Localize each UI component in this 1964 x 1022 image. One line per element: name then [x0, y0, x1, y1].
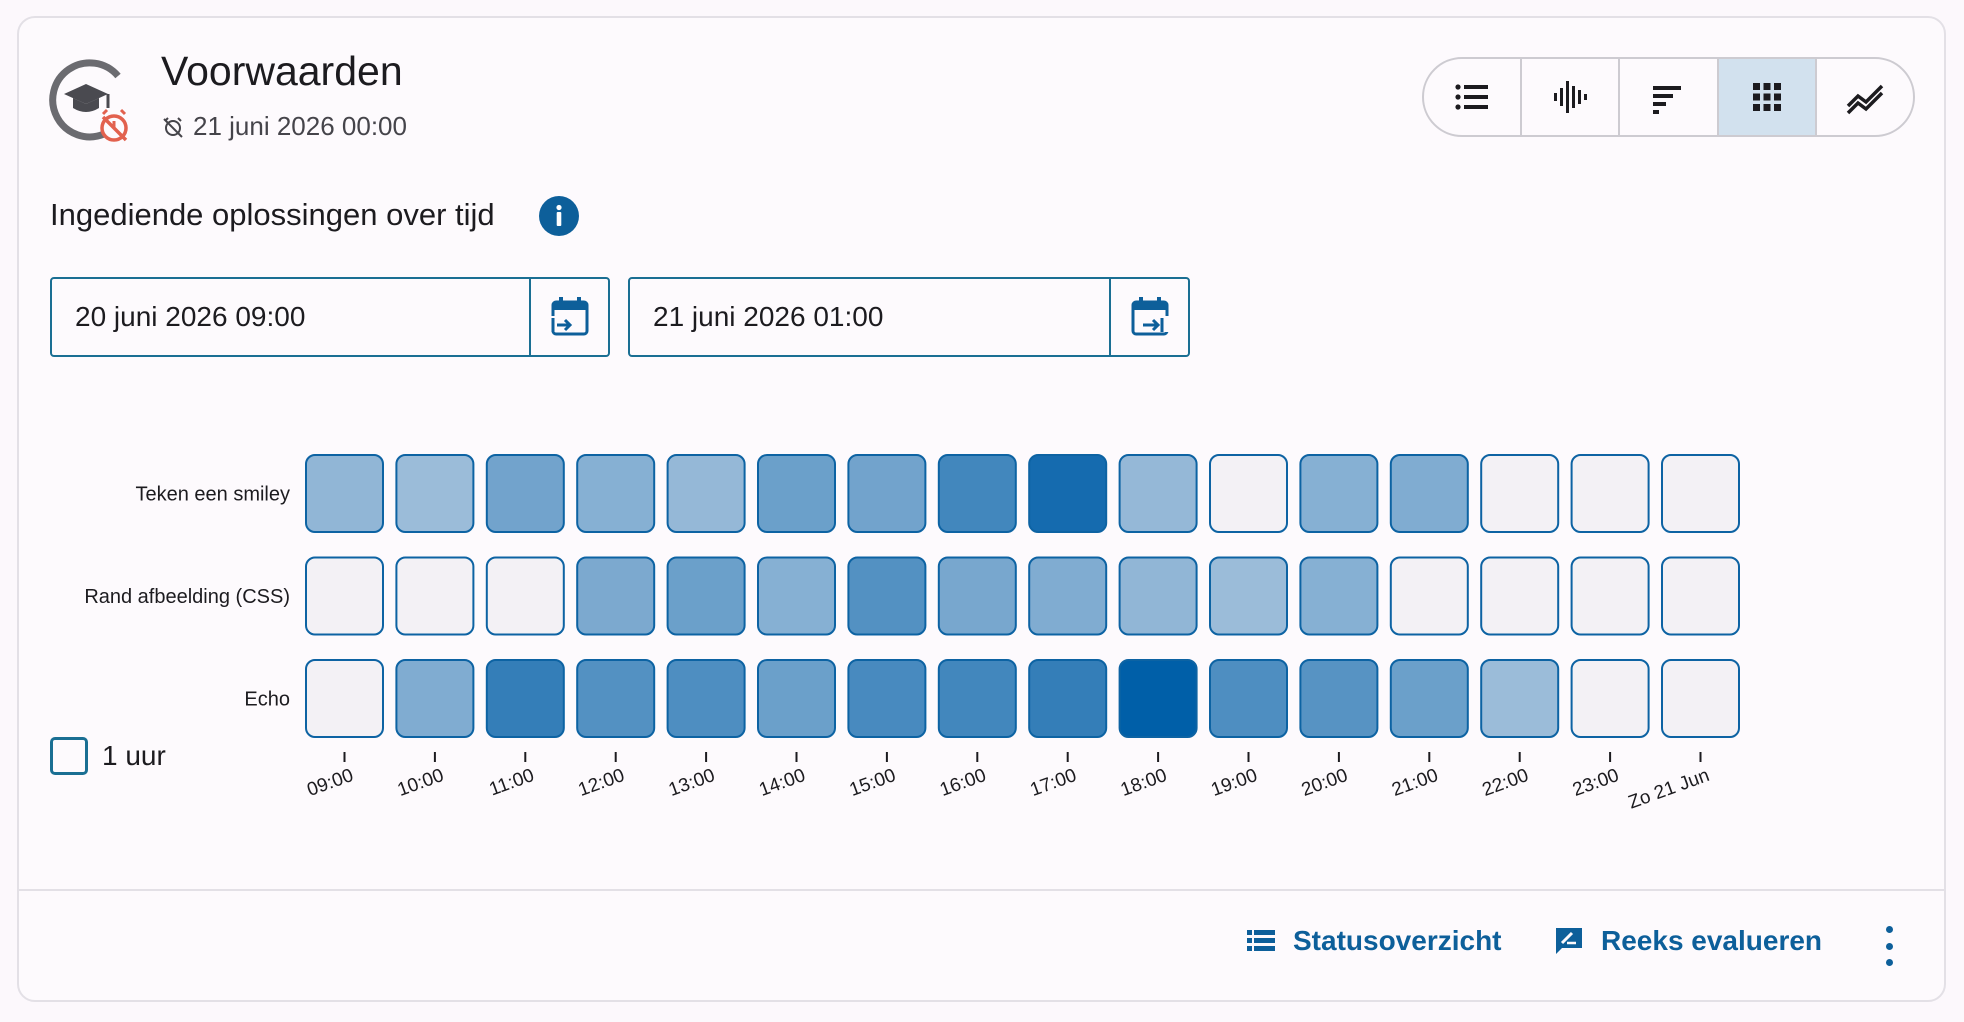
heatmap-cell[interactable]	[847, 556, 927, 636]
deadline: 21 juni 2026 00:00	[161, 111, 407, 142]
heatmap-cell[interactable]	[395, 659, 475, 738]
heatmap-cell[interactable]	[1661, 659, 1740, 738]
heatmap-cell[interactable]	[1118, 454, 1198, 533]
heatmap-cell[interactable]	[485, 556, 565, 636]
view-violin-button[interactable]	[1522, 59, 1621, 135]
heatmap-cell[interactable]	[666, 454, 746, 533]
heatmap-cell[interactable]	[1480, 556, 1560, 636]
heatmap-cell[interactable]	[395, 454, 475, 533]
heatmap-row-label: Echo	[244, 689, 290, 711]
start-date-input[interactable]: 20 juni 2026 09:00	[75, 301, 306, 332]
heatmap-cell[interactable]	[1480, 659, 1560, 738]
hour-checkbox[interactable]	[50, 737, 88, 775]
heatmap-cell[interactable]	[937, 556, 1017, 636]
heatmap-cell[interactable]	[1570, 556, 1650, 636]
heatmap-cell[interactable]	[576, 659, 656, 738]
heatmap-row-label: Teken een smiley	[135, 484, 290, 506]
more-dot	[1885, 959, 1893, 966]
heatmap-cell[interactable]	[1209, 556, 1288, 636]
view-stacked-button[interactable]	[1620, 59, 1719, 135]
info-icon[interactable]	[538, 195, 580, 237]
heatmap-cell[interactable]	[305, 556, 384, 636]
heatmap-cell[interactable]	[1480, 454, 1560, 533]
evaluate-series-label: Reeks evalueren	[1601, 925, 1823, 956]
heatmap-cell[interactable]	[937, 454, 1017, 533]
heatmap-cell[interactable]	[485, 454, 565, 533]
view-list-button[interactable]	[1424, 59, 1523, 135]
heatmap-cell[interactable]	[1299, 454, 1379, 533]
more-dot	[1885, 942, 1893, 950]
view-trend-button[interactable]	[1817, 59, 1913, 135]
hour-toggle[interactable]: 1 uur	[50, 737, 166, 775]
hour-checkbox-label: 1 uur	[102, 740, 166, 771]
heatmap-cell[interactable]	[576, 454, 656, 533]
heatmap-cell[interactable]	[1209, 659, 1288, 738]
heatmap-cell[interactable]	[847, 454, 927, 533]
more-dot	[1885, 926, 1893, 933]
heatmap-cell[interactable]	[305, 659, 384, 738]
evaluate-series-button[interactable]: Reeks evalueren	[1553, 925, 1822, 957]
section-title: Ingediende oplossingen over tijd	[50, 197, 495, 232]
waveform-icon	[1554, 81, 1588, 113]
heatmap-cell[interactable]	[666, 556, 746, 636]
heatmap-cell[interactable]	[1570, 659, 1650, 738]
heatmap-cell[interactable]	[666, 659, 746, 738]
end-date-input[interactable]: 21 juni 2026 01:00	[653, 301, 884, 332]
heatmap-row-label: Rand afbeelding (CSS)	[84, 586, 290, 608]
heatmap-cell[interactable]	[757, 454, 836, 533]
heatmap-cell[interactable]	[1389, 454, 1469, 533]
page-title: Voorwaarden	[161, 48, 403, 94]
heatmap-cell[interactable]	[1299, 556, 1379, 636]
trend-lines-icon	[1846, 84, 1884, 115]
calendar-start-icon	[549, 297, 588, 336]
start-date-picker-button[interactable]	[529, 279, 608, 355]
more-options-button[interactable]	[1876, 926, 1902, 966]
course-graduation-icon	[49, 59, 128, 142]
heatmap-cell[interactable]	[757, 659, 836, 738]
rate-review-icon	[1556, 928, 1582, 954]
heatmap-cell[interactable]	[937, 659, 1017, 738]
heatmap-cell[interactable]	[1661, 556, 1740, 636]
heatmap-cell[interactable]	[1209, 454, 1288, 533]
heatmap-cell[interactable]	[305, 454, 384, 533]
heatmap-cell[interactable]	[485, 659, 565, 738]
heatmap-cell[interactable]	[395, 556, 475, 636]
view-toggle-group	[1422, 57, 1915, 137]
footer-divider	[17, 889, 1946, 891]
heatmap-cell[interactable]	[847, 659, 927, 738]
status-overview-label: Statusoverzicht	[1293, 925, 1502, 956]
heatmap-cell[interactable]	[757, 556, 836, 636]
heatmap-cell[interactable]	[1028, 454, 1108, 533]
list-icon	[1455, 84, 1489, 110]
view-heatmap-button[interactable]	[1718, 59, 1817, 135]
heatmap-cell[interactable]	[1118, 659, 1198, 738]
grid-icon	[1752, 83, 1781, 111]
stacked-bars-icon	[1652, 86, 1681, 114]
heatmap-cell[interactable]	[576, 556, 656, 636]
status-overview-button[interactable]: Statusoverzicht	[1245, 925, 1502, 957]
heatmap-cell[interactable]	[1389, 659, 1469, 738]
calendar-end-icon	[1131, 297, 1170, 336]
table-list-icon	[1247, 930, 1275, 951]
heatmap-cell[interactable]	[1118, 556, 1198, 636]
heatmap-cell[interactable]	[1299, 659, 1379, 738]
heatmap-cell[interactable]	[1389, 556, 1469, 636]
start-date-field: 20 juni 2026 09:00	[50, 277, 610, 357]
deadline-text: 21 juni 2026 00:00	[193, 111, 407, 141]
alarm-off-icon	[163, 116, 183, 138]
heatmap-cell[interactable]	[1028, 659, 1108, 738]
heatmap-cell[interactable]	[1570, 454, 1650, 533]
end-date-picker-button[interactable]	[1109, 279, 1188, 355]
heatmap-cell[interactable]	[1028, 556, 1108, 636]
heatmap-cell[interactable]	[1661, 454, 1740, 533]
end-date-field: 21 juni 2026 01:00	[628, 277, 1190, 357]
